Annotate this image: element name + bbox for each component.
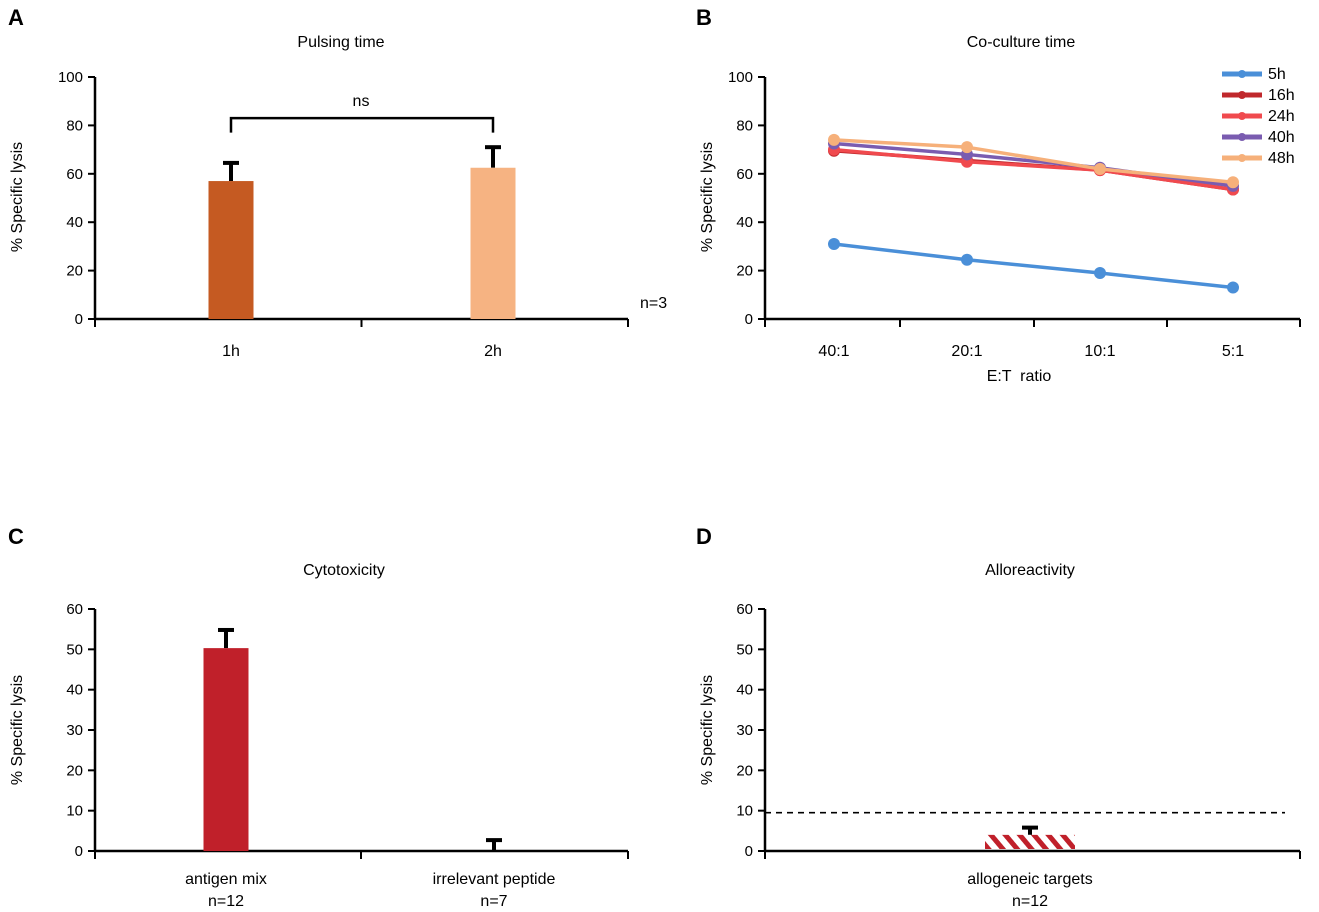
panel-a-significance: ns bbox=[353, 93, 370, 110]
panel-c-xtick-label: antigen mix bbox=[185, 871, 267, 888]
y-tick-label: 20 bbox=[66, 263, 83, 280]
legend-marker bbox=[1238, 133, 1246, 141]
legend-marker bbox=[1238, 70, 1246, 78]
panel-b-xtick-label: 10:1 bbox=[1084, 343, 1115, 360]
bar bbox=[470, 167, 516, 319]
panel-d-letter: D bbox=[696, 524, 712, 549]
legend-marker bbox=[1238, 112, 1246, 120]
data-point bbox=[1094, 267, 1106, 280]
panel-b-xlabel: E:T ratio bbox=[987, 368, 1052, 385]
bar bbox=[203, 648, 249, 851]
significance-bracket bbox=[229, 116, 495, 133]
y-tick-label: 60 bbox=[736, 166, 753, 183]
legend-label: 40h bbox=[1268, 129, 1295, 146]
y-tick-label: 40 bbox=[66, 214, 83, 231]
panel-b-xtick-label: 40:1 bbox=[818, 343, 849, 360]
panel-b-xtick-label: 20:1 bbox=[951, 343, 982, 360]
panel-a-ylabel: % Specific lysis bbox=[9, 142, 26, 252]
y-tick-label: 20 bbox=[66, 762, 83, 779]
panel-c-ylabel: % Specific lysis bbox=[9, 675, 26, 785]
y-tick-label: 10 bbox=[736, 803, 753, 820]
panel-c-xtick-sublabel: n=12 bbox=[208, 893, 244, 910]
y-tick-label: 0 bbox=[745, 843, 753, 860]
panel-c-title: Cytotoxicity bbox=[303, 562, 385, 579]
y-tick-label: 10 bbox=[66, 803, 83, 820]
legend-marker bbox=[1238, 154, 1246, 162]
panel-d-title: Alloreactivity bbox=[985, 562, 1075, 579]
panel-b-xtick-label: 5:1 bbox=[1222, 343, 1244, 360]
bar bbox=[985, 834, 1075, 849]
legend-label: 48h bbox=[1268, 150, 1295, 167]
panel-b-ylabel: % Specific lysis bbox=[699, 142, 716, 252]
panel-c-letter: C bbox=[8, 524, 24, 549]
panel-a-xtick-label: 1h bbox=[222, 343, 240, 360]
y-tick-label: 40 bbox=[736, 214, 753, 231]
data-point bbox=[961, 141, 973, 154]
y-tick-label: 0 bbox=[745, 311, 753, 328]
data-point bbox=[828, 133, 840, 146]
y-tick-label: 80 bbox=[736, 117, 753, 134]
panel-c-xtick-label: irrelevant peptide bbox=[433, 871, 556, 888]
y-tick-label: 40 bbox=[736, 682, 753, 699]
panel-b-title: Co-culture time bbox=[967, 34, 1076, 51]
y-tick-label: 30 bbox=[66, 722, 83, 739]
data-point bbox=[961, 253, 973, 266]
data-point bbox=[1227, 281, 1239, 294]
data-point bbox=[1094, 162, 1106, 175]
panel-d-ylabel: % Specific lysis bbox=[699, 675, 716, 785]
y-tick-label: 30 bbox=[736, 722, 753, 739]
y-tick-label: 60 bbox=[66, 166, 83, 183]
series-line bbox=[833, 138, 1234, 185]
y-tick-label: 80 bbox=[66, 117, 83, 134]
y-tick-label: 20 bbox=[736, 263, 753, 280]
legend-marker bbox=[1238, 91, 1246, 99]
legend-label: 5h bbox=[1268, 66, 1286, 83]
panel-a-title: Pulsing time bbox=[297, 34, 384, 51]
y-tick-label: 60 bbox=[736, 601, 753, 618]
y-tick-label: 0 bbox=[75, 843, 83, 860]
bar bbox=[208, 181, 254, 319]
y-tick-label: 100 bbox=[728, 69, 753, 86]
panel-a-note: n=3 bbox=[640, 295, 667, 312]
panel-c-xtick-sublabel: n=7 bbox=[480, 893, 507, 910]
panel-a-letter: A bbox=[8, 5, 24, 30]
y-tick-label: 50 bbox=[66, 641, 83, 658]
panel-b-letter: B bbox=[696, 5, 712, 30]
y-tick-label: 60 bbox=[66, 601, 83, 618]
y-tick-label: 100 bbox=[58, 69, 83, 86]
panel-d-xtick-label: allogeneic targets bbox=[967, 871, 1092, 888]
series-line bbox=[833, 242, 1234, 290]
y-tick-label: 0 bbox=[75, 311, 83, 328]
data-point bbox=[828, 237, 840, 250]
series-line bbox=[833, 147, 1234, 192]
panel-d-xtick-sublabel: n=12 bbox=[1012, 893, 1048, 910]
y-tick-label: 50 bbox=[736, 641, 753, 658]
y-tick-label: 20 bbox=[736, 762, 753, 779]
legend-label: 16h bbox=[1268, 87, 1295, 104]
panel-a-xtick-label: 2h bbox=[484, 343, 502, 360]
y-tick-label: 40 bbox=[66, 682, 83, 699]
data-point bbox=[1227, 176, 1239, 189]
legend-label: 24h bbox=[1268, 108, 1295, 125]
